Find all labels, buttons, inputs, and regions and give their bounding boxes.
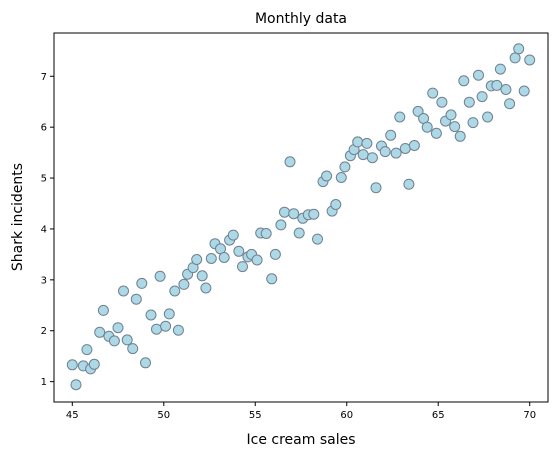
data-point-84	[454, 130, 466, 142]
data-point-72	[399, 143, 411, 154]
data-point-17	[145, 309, 157, 321]
data-point-93	[494, 63, 506, 75]
x-tick-label: 60	[340, 410, 353, 421]
data-point-92	[491, 79, 503, 91]
data-point-13	[127, 343, 139, 355]
data-point-99	[524, 54, 536, 66]
x-tick-label: 45	[66, 410, 79, 421]
y-tick-label: 6	[41, 123, 47, 134]
data-point-5	[88, 358, 100, 370]
x-axis-ticks: 45 50 55 60 65 70	[66, 402, 536, 421]
data-point-79	[430, 127, 442, 139]
data-point-78	[427, 87, 439, 99]
data-point-44	[269, 248, 281, 260]
data-point-14	[130, 293, 142, 305]
data-point-55	[321, 170, 333, 182]
data-point-29	[200, 282, 212, 294]
data-point-94	[500, 84, 512, 95]
data-point-58	[335, 172, 347, 183]
data-point-53	[312, 233, 323, 245]
y-tick-label: 2	[41, 326, 47, 337]
data-point-27	[191, 254, 203, 265]
data-point-57	[330, 199, 342, 210]
data-point-82	[445, 109, 457, 121]
data-point-63	[357, 149, 369, 161]
data-point-19	[154, 270, 166, 282]
data-point-95	[504, 98, 516, 110]
data-point-22	[169, 285, 181, 297]
y-tick-label: 1	[41, 377, 47, 388]
data-point-10	[112, 322, 124, 334]
data-point-42	[260, 228, 272, 239]
data-point-46	[279, 206, 290, 218]
data-point-80	[436, 96, 448, 108]
data-point-24	[178, 278, 190, 290]
data-point-87	[467, 117, 479, 129]
data-point-21	[163, 308, 175, 320]
y-tick-label: 5	[41, 174, 47, 185]
data-point-97	[513, 43, 525, 55]
data-point-16	[140, 357, 151, 369]
x-axis-label: Ice cream sales	[247, 432, 356, 448]
y-axis-label: Shark incidents	[10, 163, 26, 271]
data-point-36	[233, 245, 245, 257]
data-point-73	[403, 178, 415, 190]
x-tick-label: 50	[157, 410, 170, 421]
chart-title: Monthly data	[255, 11, 347, 27]
y-tick-label: 4	[41, 224, 47, 235]
data-point-7	[97, 304, 109, 316]
data-point-30	[205, 253, 217, 264]
data-point-89	[476, 91, 488, 103]
data-point-47	[284, 156, 296, 168]
plot-frame	[53, 32, 549, 403]
data-point-12	[121, 334, 133, 346]
data-point-66	[370, 182, 382, 194]
data-point-37	[237, 261, 248, 273]
data-point-59	[339, 161, 351, 173]
data-point-35	[227, 229, 239, 241]
data-point-88	[473, 69, 484, 81]
data-point-70	[390, 147, 402, 159]
data-point-11	[118, 285, 129, 297]
data-point-18	[151, 323, 162, 335]
data-point-77	[421, 121, 433, 133]
data-point-40	[251, 254, 263, 266]
data-point-96	[509, 52, 521, 64]
data-point-0	[66, 359, 78, 371]
data-point-86	[463, 96, 475, 108]
y-tick-label: 7	[41, 72, 47, 83]
data-point-49	[293, 227, 305, 239]
data-point-23	[172, 324, 184, 336]
data-point-45	[275, 219, 287, 231]
data-point-71	[394, 111, 406, 123]
data-point-6	[94, 326, 106, 338]
points-layer	[66, 43, 536, 391]
data-point-3	[81, 344, 93, 356]
data-point-85	[458, 75, 470, 87]
data-point-62	[352, 136, 364, 148]
x-tick-label: 55	[249, 410, 262, 421]
data-point-68	[379, 146, 391, 158]
data-point-65	[366, 152, 378, 164]
data-point-1	[70, 379, 82, 391]
data-point-90	[482, 111, 494, 123]
y-tick-label: 3	[41, 275, 47, 286]
y-axis-ticks: 1 2 3 4 5 6 7	[41, 72, 54, 388]
data-point-15	[136, 277, 148, 289]
data-point-83	[449, 121, 461, 133]
data-point-69	[385, 129, 397, 141]
data-point-9	[108, 335, 120, 347]
data-point-64	[361, 137, 373, 149]
data-point-98	[518, 85, 530, 97]
data-point-43	[266, 273, 278, 285]
x-tick-label: 70	[523, 410, 536, 421]
x-tick-label: 65	[432, 410, 445, 421]
data-point-48	[288, 208, 300, 220]
data-point-52	[308, 208, 320, 220]
data-point-20	[160, 320, 172, 332]
data-point-28	[196, 270, 208, 282]
data-point-74	[408, 140, 420, 151]
data-point-33	[218, 252, 230, 263]
